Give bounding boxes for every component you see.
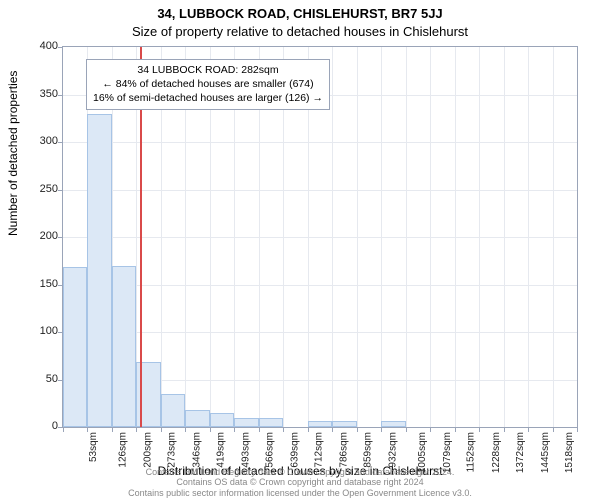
footer-line2: Contains OS data © Crown copyright and d… xyxy=(176,477,423,487)
xtick-label: 1005sqm xyxy=(417,432,428,473)
ytick-label: 150 xyxy=(18,278,58,290)
xtick-label: 932sqm xyxy=(387,432,398,468)
ytick-mark xyxy=(58,142,63,143)
xtick-mark xyxy=(210,427,211,432)
ytick-label: 300 xyxy=(18,135,58,147)
ytick-mark xyxy=(58,237,63,238)
ytick-mark xyxy=(58,190,63,191)
histogram-bar xyxy=(210,413,234,427)
chart-title-sub: Size of property relative to detached ho… xyxy=(0,24,600,39)
xtick-label: 1079sqm xyxy=(442,432,453,473)
xtick-label: 1228sqm xyxy=(491,432,502,473)
gridline-v xyxy=(455,47,456,427)
xtick-label: 200sqm xyxy=(143,432,154,468)
ytick-label: 0 xyxy=(18,420,58,432)
xtick-mark xyxy=(479,427,480,432)
xtick-mark xyxy=(504,427,505,432)
chart-footer: Contains HM Land Registry data © Crown c… xyxy=(0,467,600,498)
histogram-bar xyxy=(112,266,136,428)
xtick-label: 1372sqm xyxy=(515,432,526,473)
xtick-label: 53sqm xyxy=(88,432,99,462)
ytick-label: 250 xyxy=(18,183,58,195)
xtick-label: 1518sqm xyxy=(564,432,575,473)
xtick-mark xyxy=(185,427,186,432)
gridline-v xyxy=(430,47,431,427)
ytick-label: 100 xyxy=(18,325,58,337)
xtick-label: 419sqm xyxy=(216,432,227,468)
annotation-line2: ← 84% of detached houses are smaller (67… xyxy=(93,77,323,91)
xtick-label: 859sqm xyxy=(363,432,374,468)
xtick-mark xyxy=(308,427,309,432)
xtick-mark xyxy=(283,427,284,432)
xtick-mark xyxy=(161,427,162,432)
gridline-v xyxy=(553,47,554,427)
gridline-v xyxy=(406,47,407,427)
histogram-bar xyxy=(332,421,356,427)
xtick-label: 712sqm xyxy=(314,432,325,468)
xtick-mark xyxy=(357,427,358,432)
histogram-bar xyxy=(63,267,87,427)
xtick-label: 346sqm xyxy=(191,432,202,468)
footer-line1: Contains HM Land Registry data © Crown c… xyxy=(146,467,455,477)
xtick-label: 1152sqm xyxy=(466,432,477,472)
footer-line3: Contains public sector information licen… xyxy=(128,488,472,498)
ytick-label: 400 xyxy=(18,40,58,52)
xtick-label: 786sqm xyxy=(338,432,349,468)
xtick-mark xyxy=(332,427,333,432)
xtick-mark xyxy=(455,427,456,432)
ytick-label: 50 xyxy=(18,373,58,385)
xtick-mark xyxy=(553,427,554,432)
xtick-label: 639sqm xyxy=(289,432,300,468)
annotation-box: 34 LUBBOCK ROAD: 282sqm← 84% of detached… xyxy=(86,59,330,110)
gridline-v xyxy=(357,47,358,427)
histogram-bar xyxy=(308,421,332,427)
xtick-mark xyxy=(577,427,578,432)
xtick-mark xyxy=(406,427,407,432)
histogram-bar xyxy=(381,421,405,427)
histogram-bar xyxy=(87,114,111,428)
ytick-label: 350 xyxy=(18,88,58,100)
xtick-mark xyxy=(63,427,64,432)
ytick-label: 200 xyxy=(18,230,58,242)
ytick-mark xyxy=(58,47,63,48)
chart-title-main: 34, LUBBOCK ROAD, CHISLEHURST, BR7 5JJ xyxy=(0,6,600,21)
xtick-mark xyxy=(259,427,260,432)
gridline-v xyxy=(381,47,382,427)
xtick-mark xyxy=(430,427,431,432)
xtick-label: 126sqm xyxy=(118,432,129,468)
xtick-label: 566sqm xyxy=(265,432,276,468)
xtick-label: 1445sqm xyxy=(540,432,551,473)
xtick-mark xyxy=(234,427,235,432)
xtick-mark xyxy=(528,427,529,432)
xtick-mark xyxy=(136,427,137,432)
histogram-bar xyxy=(259,418,283,428)
histogram-bar xyxy=(161,394,185,427)
xtick-mark xyxy=(381,427,382,432)
xtick-mark xyxy=(112,427,113,432)
annotation-line1: 34 LUBBOCK ROAD: 282sqm xyxy=(93,63,323,77)
annotation-line3: 16% of semi-detached houses are larger (… xyxy=(93,91,323,105)
gridline-v xyxy=(504,47,505,427)
gridline-v xyxy=(332,47,333,427)
histogram-bar xyxy=(185,410,209,427)
ytick-mark xyxy=(58,95,63,96)
xtick-label: 493sqm xyxy=(240,432,251,468)
gridline-v xyxy=(479,47,480,427)
histogram-bar xyxy=(234,418,258,428)
gridline-v xyxy=(528,47,529,427)
xtick-label: 273sqm xyxy=(167,432,178,468)
